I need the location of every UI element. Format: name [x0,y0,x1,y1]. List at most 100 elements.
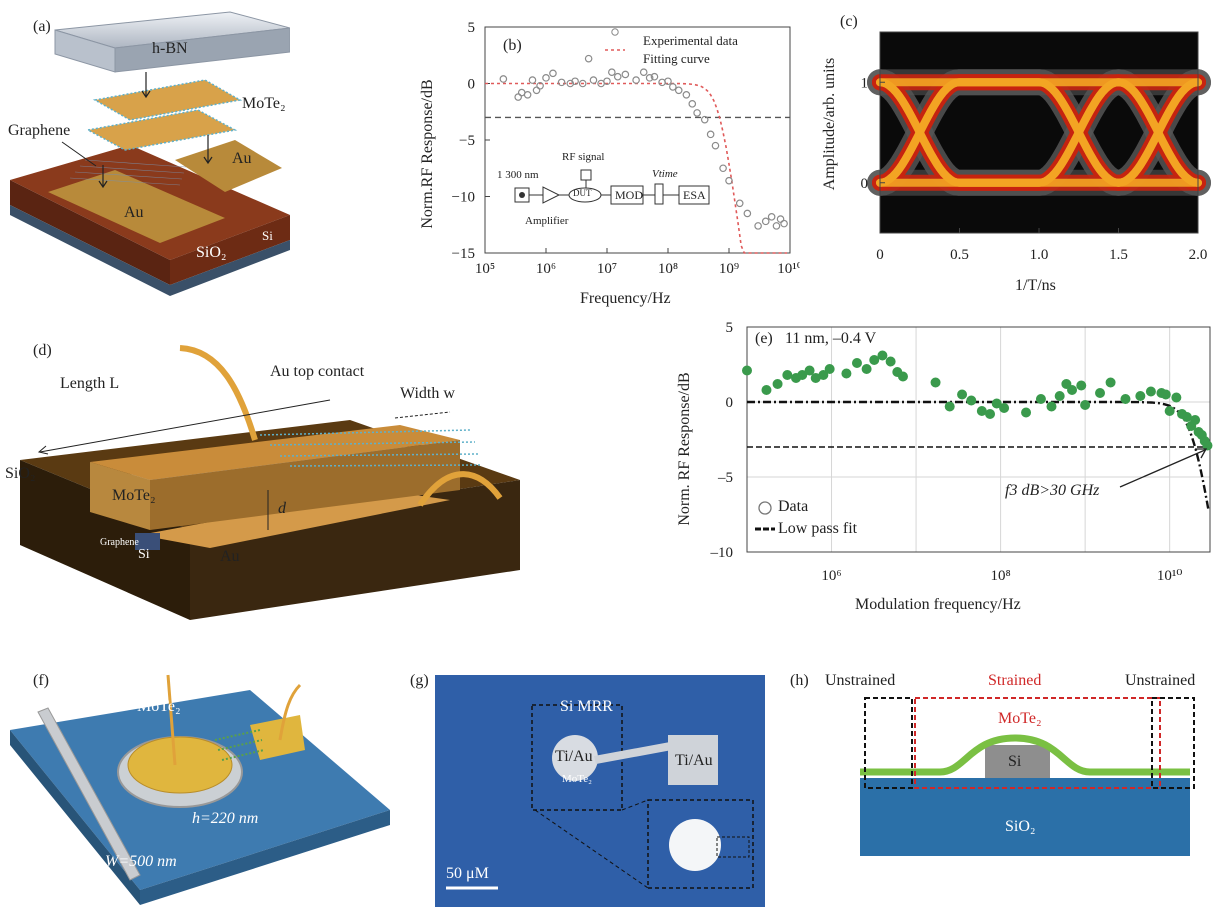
chart-b-point [688,100,697,108]
chart-e-frame [746,326,1211,553]
g-scale: 50 μM [446,865,489,882]
chart-e-point [1145,386,1156,397]
d-sio2-label: SiO₂ [5,465,36,482]
si-label: Si [262,228,273,243]
e-annot-arrow [1119,449,1206,488]
h-unstrained-left-box [864,697,913,789]
chart-e-point [985,409,996,419]
d-wire-right [417,471,503,507]
chart-e-point [761,385,772,395]
setup-inset [514,169,710,205]
h-strained: Strained [988,672,1042,689]
panel-d-label: (d) [33,342,52,359]
chart-b-point [754,222,762,230]
chart-b-ytick-label: −15 [452,246,475,262]
g-zoom-line [534,809,649,889]
chart-c-ytick-label: 1 [861,75,869,91]
h-si-block [985,745,1050,778]
d-si-block [135,533,160,550]
chart-e-point [1035,394,1046,404]
sio2-label: SiO₂ [196,244,227,261]
chart-b-point [499,75,508,83]
e-legend-data: Data [778,498,809,515]
chart-c-xtick-label: 1.5 [1109,247,1128,263]
panel-d: (d) Length L Width w Au top contact SiO₂… [0,330,520,620]
chart-e-xtick-label: 10⁸ [990,568,1010,584]
g-disk [552,735,598,781]
chart-b-point [664,77,672,86]
d-substrate-front [20,460,190,620]
chart-c-ylabel: Amplitude/arb. units [821,57,838,191]
chart-e-point [1080,400,1091,410]
chart-b-xtick-label: 10⁸ [658,261,678,277]
chart-e-xtick-label: 10¹⁰ [1157,568,1183,584]
chart-e-point [1135,391,1146,401]
panel-f-illustration [10,674,390,905]
chart-b-point [743,209,752,218]
chart-e-point [861,364,872,374]
laser-icon [519,192,525,198]
f-w-label: W=500 nm [105,853,177,870]
panel-a-illustration [10,11,291,296]
panel-g-micrograph [435,675,765,907]
f-h-label: h=220 nm [192,810,259,827]
panel-b: 10⁵ 10⁶ 10⁷ 10⁸ 10⁹ 10¹⁰ 5 0 −5 −10 −15 (b) Experi… [410,15,803,315]
chart-c-xlabel: 1/T/ns [1015,277,1056,294]
chart-e-point [1076,380,1087,391]
chart-e-point [1120,394,1131,404]
inset-amp: Amplifier [525,215,569,227]
chart-b-point [557,78,566,87]
d-si-label: Si [138,547,150,562]
chart-b-point [542,74,550,82]
d-length-label: Length L [60,375,120,392]
chart-e-ytick-label: 0 [726,395,734,411]
g-inset-zoom [716,836,750,858]
graphene-label: Graphene [8,122,71,139]
chart-b-ytick-label: 0 [468,77,476,93]
f-substrate-front [140,810,390,905]
chart-e-xlabel: Modulation frequency/Hz [855,596,1021,613]
chart-e-point [1202,440,1213,451]
g-pad [668,735,718,785]
graphene-sheet [69,159,187,186]
chart-e-point [930,377,941,388]
d-au-top-label: Au top contact [270,363,365,380]
chart-c-xtick-label: 2.0 [1189,247,1208,263]
chart-e-point [1046,401,1057,412]
substrate-side [170,215,290,285]
chart-b: 10⁵ 10⁶ 10⁷ 10⁸ 10⁹ 10¹⁰ 5 0 −5 −10 −15 [452,20,803,277]
d-width-label: Width w [400,385,455,402]
chart-c-xtick-label: 1.0 [1030,247,1049,263]
f-mote2-lattice [214,729,265,761]
hbn-label: h-BN [152,40,188,57]
panel-g-label: (g) [410,672,429,689]
d-mote2-front2 [150,440,460,530]
chart-b-point [719,164,727,173]
chart-b-xtick-label: 10¹⁰ [777,261,800,277]
chart-e-point [1181,412,1192,422]
g-bridge [594,742,672,764]
chart-e-point [966,395,977,406]
f-waveguide [37,707,141,881]
g-si-mrr: Si MRR [560,698,613,715]
legend-b-data: Experimental data [643,33,738,48]
g-tiau1: Ti/Au [555,748,593,765]
chart-b-point [767,213,776,221]
chart-b-ytick-label: −10 [452,190,475,206]
chart-c-xtick-label: 0.5 [950,247,969,263]
chart-b-point [589,76,598,84]
panel-h: (h) Unstrained Strained Unstrained MoTe₂… [790,660,1217,907]
legend-b-fit: Fitting curve [643,51,710,66]
panel-a: (a) h-BN MoTe₂ Graphene Au Au Si SiO₂ [0,0,291,300]
chart-b-point [711,141,720,150]
chart-e-point [810,373,821,383]
chart-e-point [818,370,829,380]
chart-e-point [1054,391,1065,401]
chart-b-xtick-label: 10⁵ [475,261,495,277]
h-sio2: SiO₂ [1005,818,1036,835]
panel-e: 10⁶ 10⁸ 10¹⁰ 5 0 –5 –10 (e) 11 nm, –0.4 V Data… [660,315,1217,620]
inset-laser: 1 300 nm [497,169,539,181]
chart-e-point [877,350,888,361]
chart-b-point [578,79,587,88]
chart-e-point [1067,385,1078,395]
